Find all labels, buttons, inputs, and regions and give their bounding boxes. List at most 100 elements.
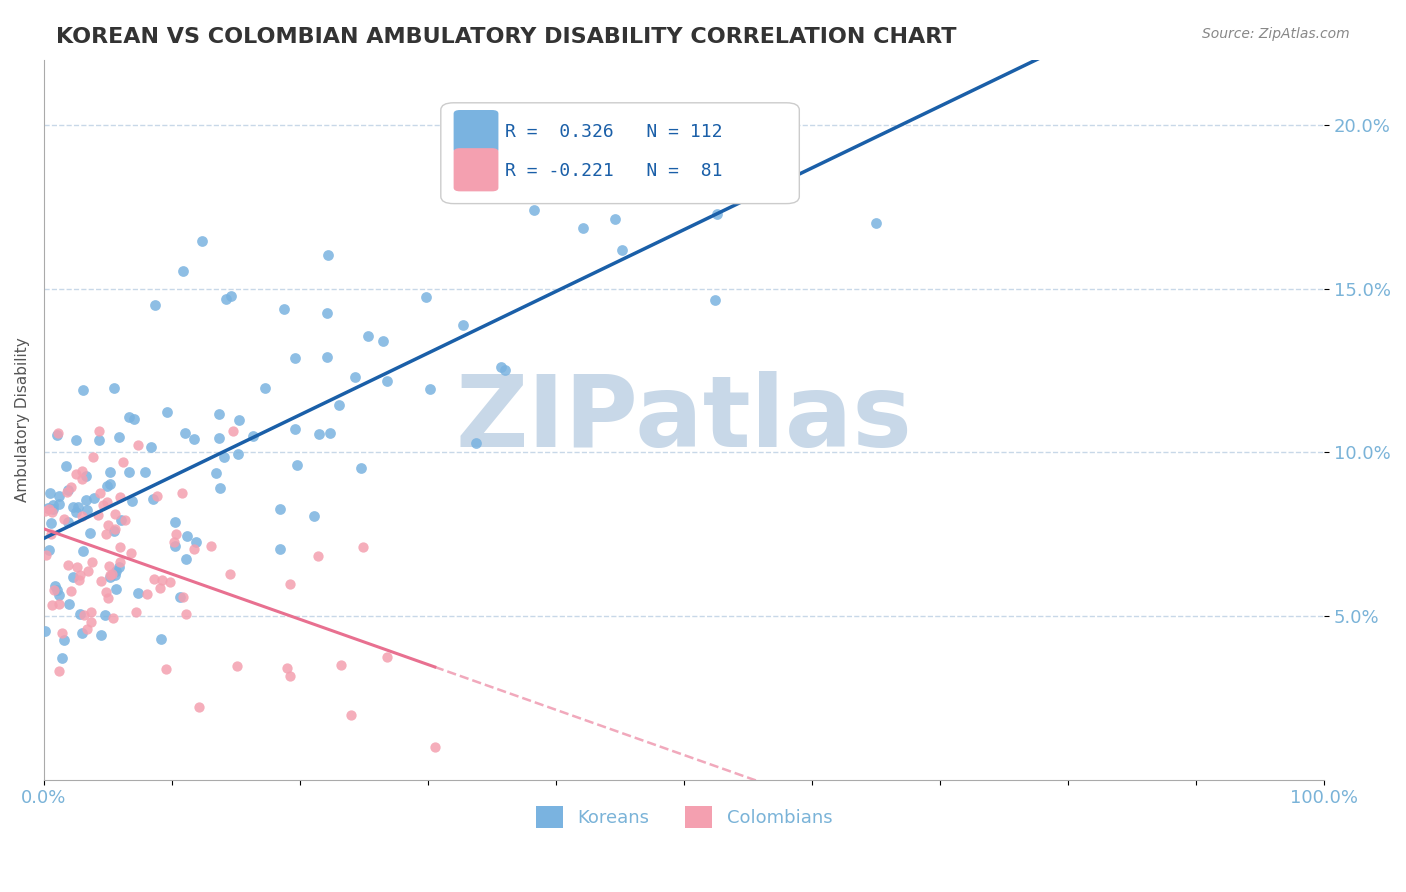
Point <box>82 450 104 464</box>
Point <box>117 465 139 479</box>
Point <box>254 381 277 395</box>
Point <box>87 433 110 447</box>
Point <box>136 587 159 601</box>
Point <box>269 541 291 556</box>
Point <box>269 502 291 516</box>
Point <box>163 539 186 553</box>
Point <box>307 549 329 563</box>
Point <box>51 625 73 640</box>
Point <box>344 369 367 384</box>
Point <box>103 524 125 539</box>
Point <box>139 440 162 454</box>
Point <box>142 572 165 586</box>
Point <box>72 508 94 523</box>
Point <box>53 511 76 525</box>
Point <box>208 407 231 421</box>
Point <box>465 435 488 450</box>
Point <box>59 480 82 494</box>
Point <box>101 567 124 582</box>
Point <box>91 499 114 513</box>
Point <box>174 607 197 621</box>
Point <box>44 579 66 593</box>
Point <box>149 632 172 647</box>
Point <box>41 598 63 612</box>
Point <box>304 508 326 523</box>
Point <box>70 472 93 486</box>
Point <box>150 573 173 587</box>
Point <box>276 661 298 675</box>
Point <box>94 527 117 541</box>
Point <box>70 464 93 478</box>
Point <box>522 202 544 217</box>
Point <box>176 529 198 543</box>
Point <box>56 483 79 497</box>
Point <box>169 591 191 605</box>
Text: R = -0.221   N =  81: R = -0.221 N = 81 <box>505 162 723 180</box>
Point <box>118 410 141 425</box>
Point <box>104 522 127 536</box>
Text: Source: ZipAtlas.com: Source: ZipAtlas.com <box>1202 27 1350 41</box>
Point <box>159 574 181 589</box>
Point <box>73 607 96 622</box>
Point <box>610 244 633 258</box>
Point <box>352 540 374 554</box>
Point <box>98 465 121 479</box>
Point <box>34 624 56 638</box>
Point <box>98 476 121 491</box>
Point <box>65 505 87 519</box>
Point <box>278 577 301 591</box>
Point <box>134 465 156 479</box>
Point <box>108 429 131 443</box>
Point <box>191 234 214 248</box>
Point <box>214 292 236 306</box>
Point <box>62 500 84 514</box>
Point <box>110 513 132 527</box>
Point <box>101 611 124 625</box>
Point <box>48 588 70 602</box>
Point <box>226 659 249 673</box>
Point <box>89 486 111 500</box>
Point <box>375 374 398 388</box>
Point <box>79 526 101 541</box>
Point <box>97 517 120 532</box>
Point <box>423 739 446 754</box>
Point <box>571 221 593 235</box>
Point <box>419 382 441 396</box>
Point <box>108 555 131 569</box>
Point <box>319 426 342 441</box>
Point <box>90 628 112 642</box>
Point <box>52 633 75 648</box>
Point <box>451 318 474 333</box>
Point <box>76 622 98 636</box>
Point <box>98 559 121 574</box>
Point <box>104 568 127 582</box>
Point <box>328 398 350 412</box>
Point <box>96 495 118 509</box>
Point <box>221 424 243 438</box>
Point <box>371 334 394 348</box>
Point <box>187 699 209 714</box>
Point <box>173 425 195 440</box>
Point <box>494 363 516 377</box>
Point <box>72 625 94 640</box>
Point <box>96 478 118 492</box>
Point <box>69 567 91 582</box>
Point <box>48 597 70 611</box>
Point <box>172 264 194 278</box>
Point <box>45 583 67 598</box>
Point <box>209 481 232 495</box>
Point <box>219 566 242 581</box>
Point <box>330 658 353 673</box>
Y-axis label: Ambulatory Disability: Ambulatory Disability <box>15 337 30 502</box>
Point <box>42 502 65 516</box>
Text: ZIPatlas: ZIPatlas <box>456 371 912 468</box>
Point <box>66 500 89 514</box>
Point <box>165 527 187 541</box>
Point <box>340 707 363 722</box>
Point <box>48 664 70 678</box>
Point <box>39 526 62 541</box>
Point <box>706 207 728 221</box>
Text: R =  0.326   N = 112: R = 0.326 N = 112 <box>505 122 723 141</box>
Point <box>183 432 205 446</box>
Point <box>108 490 131 504</box>
